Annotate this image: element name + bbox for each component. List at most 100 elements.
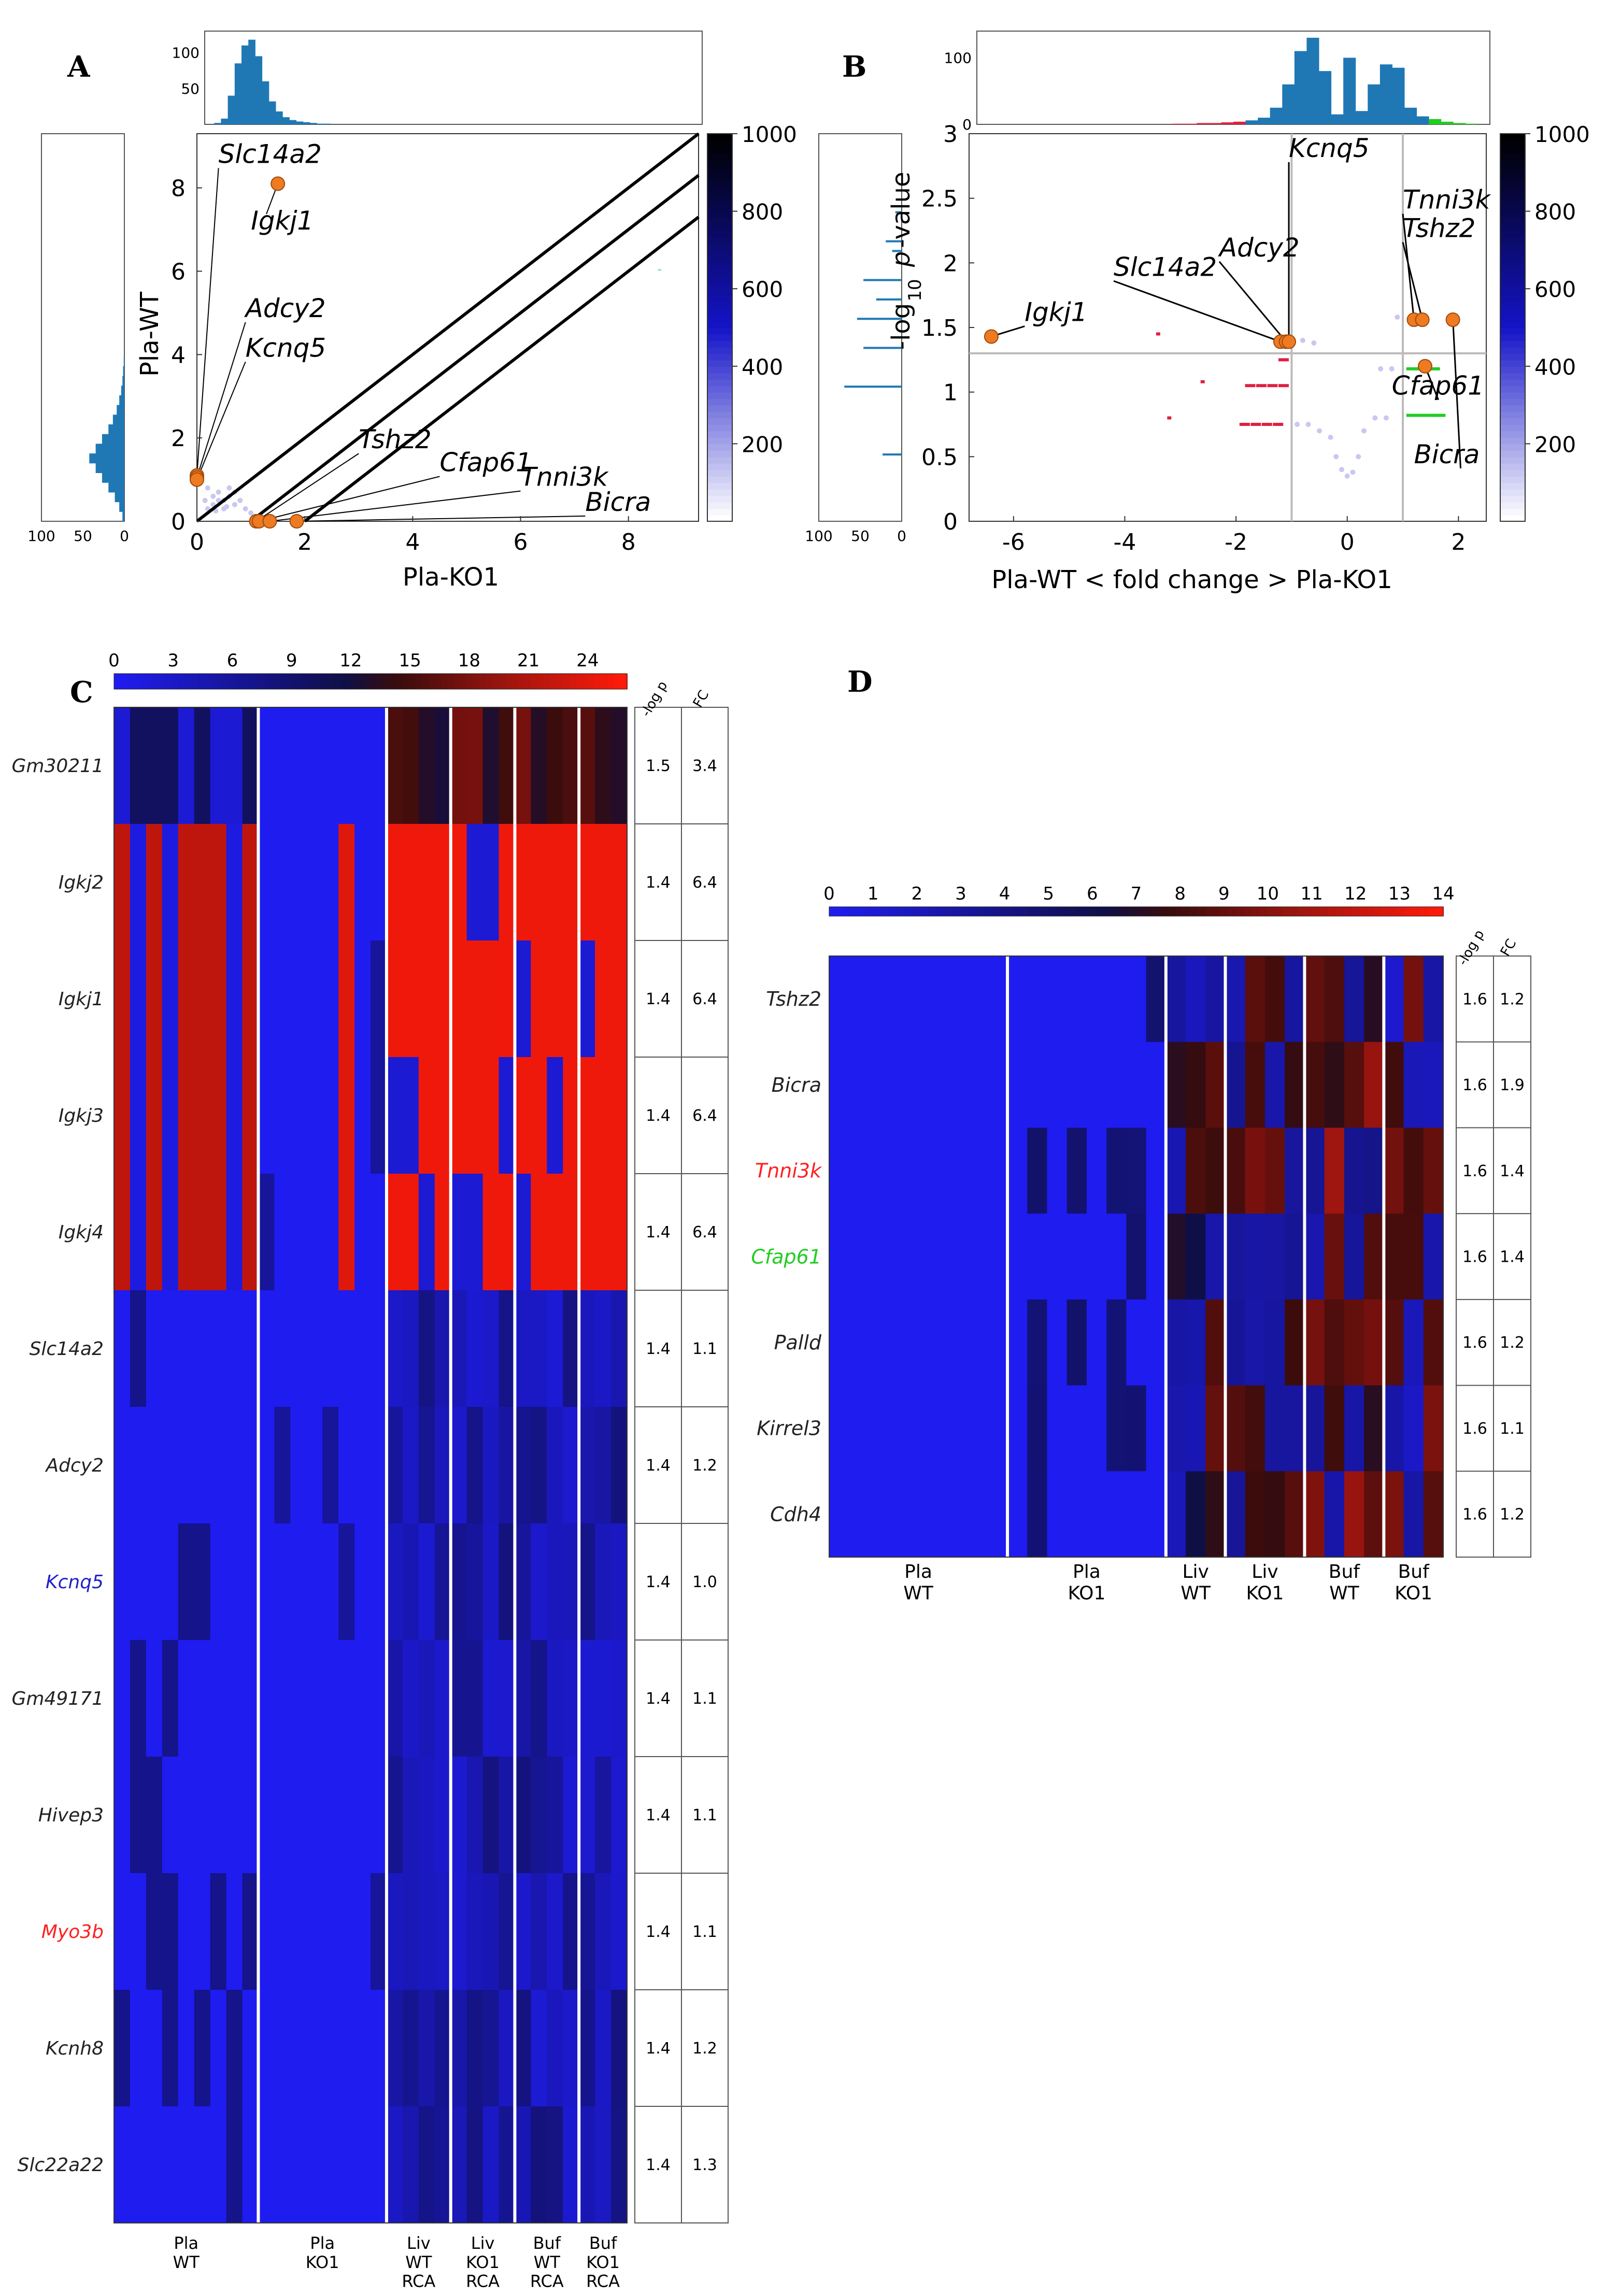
panel-a-left-hist-tick: 0 (120, 527, 129, 545)
panel-c-cell (162, 2106, 179, 2223)
panel-b-y-label: -log 10 p -value (887, 172, 926, 350)
panel-c-cell (146, 1407, 163, 1524)
panel-c-group-label: RCA (466, 2272, 500, 2291)
panel-c-cell (274, 1523, 291, 1641)
panel-a-colorbar-band (707, 515, 732, 522)
panel-d-cell (1225, 956, 1246, 1043)
panel-d-cell (1027, 1385, 1048, 1472)
panel-b-highlight-point (984, 329, 999, 344)
panel-c-cell (418, 1057, 435, 1174)
panel-c-cell (354, 2106, 371, 2223)
panel-c-cell (579, 1757, 595, 1874)
panel-c-cell (434, 707, 451, 824)
panel-d-cell (1364, 1128, 1384, 1214)
panel-d-cell (1324, 1385, 1345, 1472)
panel-c-cell (611, 1174, 628, 1291)
panel-d-cell (1205, 1042, 1226, 1129)
panel-d-cell (948, 1128, 969, 1214)
panel-c-cell (338, 824, 355, 941)
panel-a-colorbar-band (707, 134, 732, 141)
panel-b-red-point (1200, 380, 1205, 383)
panel-d-colorbar-band (1351, 907, 1360, 916)
panel-c-colorbar-band (422, 674, 429, 689)
panel-c-cell (450, 1873, 467, 1990)
panel-c-cell (579, 1057, 595, 1174)
panel-a-x-tick-label: 6 (514, 529, 528, 555)
panel-c-cell (611, 824, 628, 941)
panel-c-cell (402, 707, 419, 824)
panel-c-cell (434, 1174, 451, 1291)
panel-a-colorbar-band (707, 308, 732, 316)
panel-b-colorbar-band (1500, 211, 1525, 219)
panel-c-cell (242, 824, 259, 941)
panel-b-point (1389, 366, 1395, 372)
panel-b-leader-line (1402, 242, 1424, 320)
panel-c-cell (371, 1873, 387, 1990)
panel-c-cell (531, 1290, 547, 1407)
panel-c-cell (226, 1873, 243, 1990)
panel-d-cell (1126, 1385, 1147, 1472)
panel-d-cell (1205, 1385, 1226, 1472)
panel-a-x-tick-label: 0 (190, 529, 204, 555)
panel-b-top-histogram: 0 100 (944, 31, 1490, 133)
panel-b-colorbar-band (1500, 450, 1525, 458)
panel-c-colorbar-band (191, 674, 198, 689)
panel-d-colorbar-band (1044, 907, 1053, 916)
panel-c-stat-p: 1.5 (646, 757, 671, 775)
panel-c-cell (579, 1290, 595, 1407)
panel-a-colorbar-band (707, 315, 732, 322)
panel-d-cell (1205, 1471, 1226, 1558)
panel-d-cell (829, 956, 849, 1043)
panel-d-cell (1285, 1299, 1305, 1386)
panel-c-cell (579, 1523, 595, 1641)
panel-c-cell (434, 1523, 451, 1641)
panel-c-cell (338, 940, 355, 1058)
panel-d-colorbar-band (1289, 907, 1298, 916)
panel-b-colorbar-band (1500, 392, 1525, 400)
panel-c-cell (579, 2106, 595, 2223)
panel-c-cell (595, 1757, 611, 1874)
panel-c-colorbar-band (531, 674, 538, 689)
panel-c-cell (595, 940, 611, 1058)
panel-b-x-tick-label: 2 (1451, 529, 1466, 555)
panel-a-left-hist-bar (95, 463, 124, 473)
panel-b-colorbar-band (1500, 495, 1525, 503)
panel-b-y-tick-label: 0 (943, 509, 958, 535)
panel-c-cell (290, 1990, 307, 2107)
panel-d-cell (1106, 1128, 1127, 1214)
panel-d-cell (1324, 1214, 1345, 1300)
panel-c-cell (322, 940, 339, 1058)
panel-b-colorbar-band (1500, 476, 1525, 483)
panel-a-top-hist-tick: 50 (181, 80, 200, 97)
panel-a-colorbar-band (707, 237, 732, 244)
panel-c-colorbar-band (152, 674, 160, 689)
panel-c-colorbar-band (236, 674, 243, 689)
panel-d-cell (928, 1471, 948, 1558)
panel-c-cell (306, 940, 323, 1058)
panel-b-red-point (1239, 423, 1250, 426)
panel-c-cell (226, 1407, 243, 1524)
panel-d-cell (1423, 1299, 1444, 1386)
panel-c-colorbar-band (146, 674, 153, 689)
panel-d-cell (1344, 1042, 1364, 1129)
panel-c-cell (386, 824, 403, 941)
panel-d-cell (1403, 1042, 1424, 1129)
panel-a-colorbar-band (707, 327, 732, 335)
panel-b-colorbar-band (1500, 386, 1525, 393)
panel-d-cell (1086, 1214, 1107, 1300)
panel-b-colorbar-band (1500, 263, 1525, 270)
panel-d-colorbar-frame (829, 906, 1444, 917)
panel-a-left-hist-bar (122, 376, 124, 386)
panel-c-colorbar-band (466, 674, 474, 689)
panel-b-colorbar-band (1500, 159, 1525, 167)
panel-c-cell (210, 1174, 227, 1291)
panel-c-colorbar-band (248, 674, 256, 689)
panel-d-colorbar-band (1090, 907, 1099, 916)
panel-b-colorbar-tick-label: 1000 (1534, 122, 1590, 147)
panel-c-cell (226, 824, 243, 941)
panel-d-cell (829, 1042, 849, 1129)
panel-c-cell (611, 1757, 628, 1874)
panel-d-colorbar-band (1036, 907, 1045, 916)
panel-c-cell (595, 2106, 611, 2223)
panel-d-cell (1205, 956, 1226, 1043)
